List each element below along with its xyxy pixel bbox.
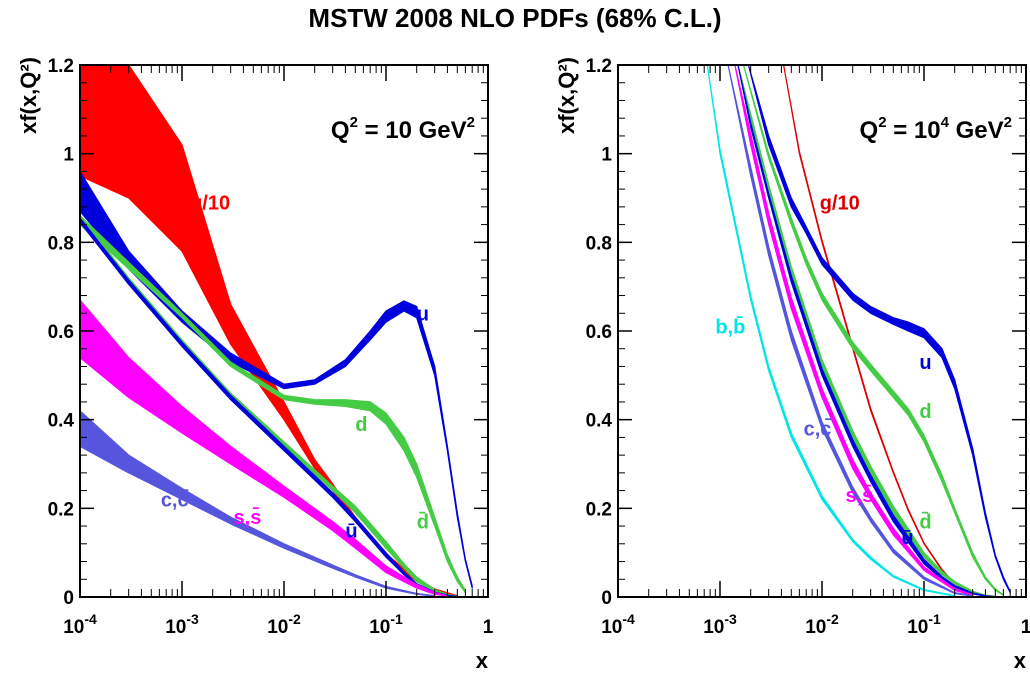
left-series-label-d-bar: d̄ — [417, 511, 429, 533]
left-series-band-u — [80, 170, 473, 589]
right-x-tick-label: 10-2 — [805, 611, 839, 638]
right-x-tick-base: 10 — [601, 617, 622, 638]
left-x-tick-label: 10-3 — [165, 611, 199, 638]
right-series-label-d: d — [919, 401, 931, 423]
left-annotation-exp1: 2 — [350, 114, 358, 131]
left-annotation-base: Q — [331, 117, 350, 144]
left-y-axis-label: xf(x,Q²) — [16, 57, 41, 134]
left-x-axis-label: x — [476, 648, 489, 673]
right-series-band-d — [742, 65, 1004, 596]
left-x-tick-base: 10 — [267, 617, 288, 638]
right-x-tick-base: 10 — [907, 617, 928, 638]
right-y-axis-label: xf(x,Q²) — [554, 57, 579, 134]
left-series-group — [80, 65, 473, 597]
left-x-tick-label: 1 — [483, 617, 494, 638]
right-x-tick-base: 10 — [805, 617, 826, 638]
right-q2-annotation: Q2 = 104 GeV2 — [860, 114, 1012, 144]
right-y-tick-label: 0.4 — [586, 411, 613, 432]
left-x-tick-base: 1 — [483, 617, 494, 638]
left-y-tick-label: 1.2 — [48, 56, 74, 77]
left-x-tick-base: 10 — [63, 617, 84, 638]
right-series-label-b-b-bar: b,b̄ — [715, 316, 745, 338]
left-x-tick-exponent: -4 — [84, 611, 97, 627]
left-series-band-g-10 — [80, 65, 458, 597]
left-q2-annotation: Q2 = 10 GeV2 — [331, 114, 475, 144]
left-x-tick-base: 10 — [165, 617, 186, 638]
left-x-tick-exponent: -3 — [186, 611, 199, 627]
figure-title: MSTW 2008 NLO PDFs (68% C.L.) — [308, 3, 721, 33]
left-x-tick-label: 10-2 — [267, 611, 301, 638]
right-annotation-mid2: GeV — [949, 117, 1004, 144]
right-annotation-base: Q — [860, 117, 879, 144]
right-chart-panel: 00.20.40.60.811.210-4 10-3 10-2 10-1 1xxf(x,… — [554, 56, 1030, 673]
right-x-tick-label: 10-4 — [601, 611, 635, 638]
right-series-label-g-10: g/10 — [820, 192, 860, 214]
left-y-tick-label: 0.6 — [48, 322, 74, 343]
right-y-tick-label: 0.6 — [586, 322, 612, 343]
left-y-tick-label: 0.4 — [48, 411, 75, 432]
left-series-label-g-10: g/10 — [190, 192, 230, 214]
right-x-tick-label: 10-3 — [703, 611, 737, 638]
right-x-tick-exponent: -2 — [826, 611, 839, 627]
left-series-label-c-c-bar: c,c̄ — [161, 489, 189, 511]
right-x-tick-exponent: -4 — [622, 611, 635, 627]
right-annotation-exp3: 2 — [1004, 114, 1012, 131]
left-x-tick-base: 10 — [369, 617, 390, 638]
right-series-label-c-c-bar: c,c̄ — [804, 418, 832, 440]
right-y-tick-label: 1 — [601, 145, 612, 166]
right-series-label-u: u — [919, 352, 931, 374]
left-y-tick-label: 0.2 — [48, 499, 74, 520]
right-annotation-exp2: 4 — [941, 114, 950, 131]
right-x-axis-label: x — [1014, 648, 1027, 673]
right-y-tick-label: 0.2 — [586, 499, 612, 520]
right-x-tick-base: 10 — [703, 617, 724, 638]
left-chart-panel: 00.20.40.60.811.210-4 10-3 10-2 10-1 1xxf(x,… — [16, 56, 494, 673]
left-series-label-s-s-bar: s,s̄ — [234, 507, 262, 529]
right-annotation-mid: = 10 — [887, 117, 941, 144]
right-x-tick-base: 1 — [1021, 617, 1030, 638]
left-annotation-exp2: 2 — [467, 114, 475, 131]
left-series-label-u-bar: ū — [345, 521, 357, 543]
left-y-tick-label: 0.8 — [48, 233, 74, 254]
right-annotation-exp1: 2 — [878, 114, 886, 131]
left-y-tick-label: 1 — [63, 145, 74, 166]
left-x-tick-label: 10-1 — [369, 611, 403, 638]
right-x-tick-exponent: -1 — [928, 611, 941, 627]
right-y-tick-label: 1.2 — [586, 56, 612, 77]
right-plot-frame — [617, 64, 1027, 598]
left-series-label-u: u — [417, 303, 429, 325]
left-x-tick-exponent: -1 — [390, 611, 403, 627]
right-y-tick-label: 0.8 — [586, 233, 612, 254]
left-annotation-mid: = 10 GeV — [358, 117, 467, 144]
right-series-label-d-bar: d̄ — [919, 511, 931, 533]
left-y-tick-label: 0 — [63, 588, 74, 609]
right-series-label-u-bar: ū — [901, 527, 913, 549]
right-y-tick-label: 0 — [601, 588, 612, 609]
left-series-label-d: d — [355, 414, 367, 436]
right-x-tick-label: 10-1 — [907, 611, 941, 638]
right-x-tick-label: 1 — [1021, 617, 1030, 638]
left-x-tick-label: 10-4 — [63, 611, 97, 638]
left-x-tick-exponent: -2 — [288, 611, 301, 627]
right-series-group — [706, 65, 1011, 597]
right-x-tick-exponent: -3 — [724, 611, 737, 627]
right-series-label-s-s-bar: s,s̄ — [846, 485, 874, 507]
